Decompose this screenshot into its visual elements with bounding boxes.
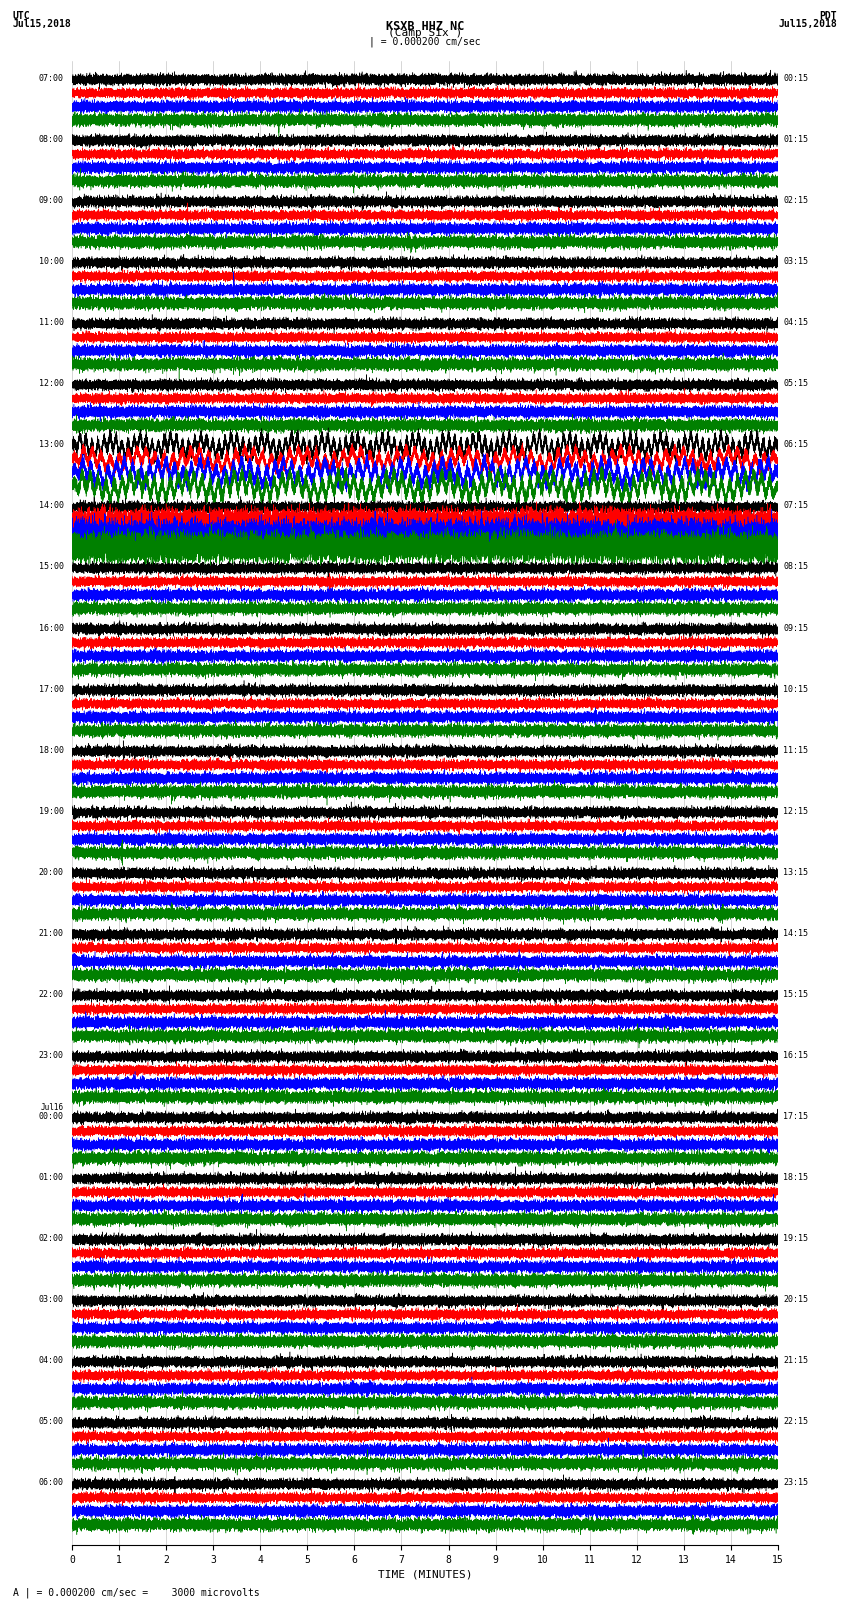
Text: 10:15: 10:15 xyxy=(784,684,808,694)
Text: 21:15: 21:15 xyxy=(784,1357,808,1365)
Text: 14:15: 14:15 xyxy=(784,929,808,937)
Text: 03:15: 03:15 xyxy=(784,256,808,266)
Text: 06:15: 06:15 xyxy=(784,440,808,450)
Text: 01:00: 01:00 xyxy=(39,1173,64,1182)
Text: 00:15: 00:15 xyxy=(784,74,808,82)
Text: (Camp Six ): (Camp Six ) xyxy=(388,29,462,39)
Text: 02:00: 02:00 xyxy=(39,1234,64,1244)
Text: 14:00: 14:00 xyxy=(39,502,64,510)
Text: 07:15: 07:15 xyxy=(784,502,808,510)
Text: 08:00: 08:00 xyxy=(39,135,64,144)
Text: 21:00: 21:00 xyxy=(39,929,64,937)
Text: 12:15: 12:15 xyxy=(784,806,808,816)
Text: 23:00: 23:00 xyxy=(39,1052,64,1060)
Text: 15:15: 15:15 xyxy=(784,990,808,998)
Text: 13:15: 13:15 xyxy=(784,868,808,877)
Text: 05:15: 05:15 xyxy=(784,379,808,389)
Text: 07:00: 07:00 xyxy=(39,74,64,82)
Text: PDT: PDT xyxy=(819,11,837,21)
Text: 08:15: 08:15 xyxy=(784,563,808,571)
Text: 12:00: 12:00 xyxy=(39,379,64,389)
Text: | = 0.000200 cm/sec: | = 0.000200 cm/sec xyxy=(369,37,481,47)
Text: 19:00: 19:00 xyxy=(39,806,64,816)
Text: 04:00: 04:00 xyxy=(39,1357,64,1365)
Text: 17:15: 17:15 xyxy=(784,1111,808,1121)
Text: 11:15: 11:15 xyxy=(784,745,808,755)
Text: 18:15: 18:15 xyxy=(784,1173,808,1182)
Text: 02:15: 02:15 xyxy=(784,197,808,205)
Text: 09:00: 09:00 xyxy=(39,197,64,205)
Text: 04:15: 04:15 xyxy=(784,318,808,327)
Text: 22:15: 22:15 xyxy=(784,1418,808,1426)
X-axis label: TIME (MINUTES): TIME (MINUTES) xyxy=(377,1569,473,1579)
Text: 16:00: 16:00 xyxy=(39,624,64,632)
Text: 13:00: 13:00 xyxy=(39,440,64,450)
Text: 16:15: 16:15 xyxy=(784,1052,808,1060)
Text: 22:00: 22:00 xyxy=(39,990,64,998)
Text: 10:00: 10:00 xyxy=(39,256,64,266)
Text: Jul15,2018: Jul15,2018 xyxy=(13,19,71,29)
Text: 00:00: 00:00 xyxy=(39,1111,64,1121)
Text: Jul16: Jul16 xyxy=(41,1103,64,1111)
Text: KSXB HHZ NC: KSXB HHZ NC xyxy=(386,19,464,34)
Text: 18:00: 18:00 xyxy=(39,745,64,755)
Text: 15:00: 15:00 xyxy=(39,563,64,571)
Text: Jul15,2018: Jul15,2018 xyxy=(779,19,837,29)
Text: UTC: UTC xyxy=(13,11,31,21)
Text: 09:15: 09:15 xyxy=(784,624,808,632)
Text: 01:15: 01:15 xyxy=(784,135,808,144)
Text: 20:00: 20:00 xyxy=(39,868,64,877)
Text: 17:00: 17:00 xyxy=(39,684,64,694)
Text: 19:15: 19:15 xyxy=(784,1234,808,1244)
Text: 23:15: 23:15 xyxy=(784,1479,808,1487)
Text: 06:00: 06:00 xyxy=(39,1479,64,1487)
Text: 05:00: 05:00 xyxy=(39,1418,64,1426)
Text: 20:15: 20:15 xyxy=(784,1295,808,1305)
Text: 03:00: 03:00 xyxy=(39,1295,64,1305)
Text: 11:00: 11:00 xyxy=(39,318,64,327)
Text: A | = 0.000200 cm/sec =    3000 microvolts: A | = 0.000200 cm/sec = 3000 microvolts xyxy=(13,1587,259,1598)
